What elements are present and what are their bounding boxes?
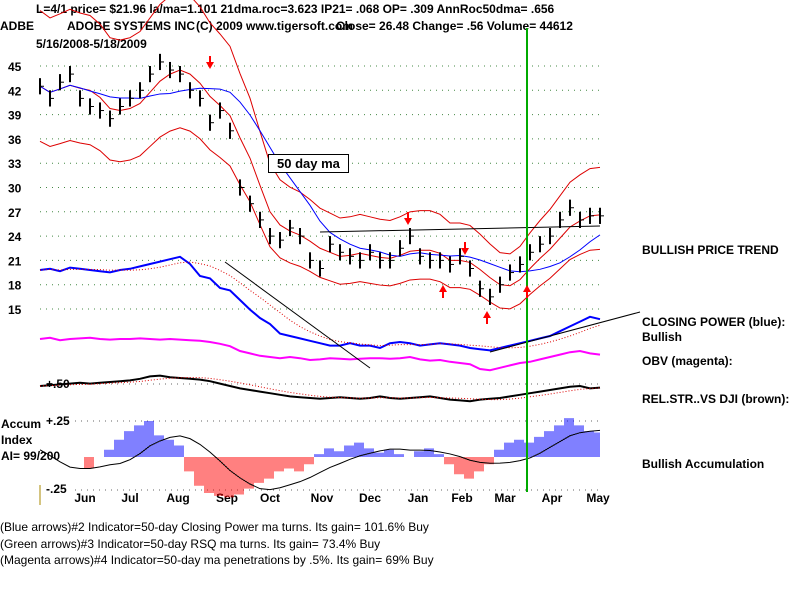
accum-title: Accum [1,417,42,431]
x-tick-label: Jan [408,491,429,505]
y-tick-label: 15 [8,303,22,317]
date-range: 5/16/2008-5/18/2009 [36,37,147,51]
accum-minus-level: -.25 [46,482,67,496]
footer-line: (Green arrows)#3 Indicator=50-day RSQ ma… [0,537,381,551]
closing-power-label: CLOSING POWER (blue): [642,315,786,329]
y-tick-label: 42 [8,84,22,98]
copyright: (C) 2009 www.tigersoft.com [196,19,353,33]
ai-value: AI= 99/200 [1,449,61,463]
y-tick-label: 30 [8,182,22,196]
buy-arrow-icon [439,285,447,292]
ma-annotation: 50 day ma [268,154,349,173]
accum-ma [39,429,601,491]
closing-power-state: Bullish [642,330,683,344]
sell-arrow-icon [206,62,214,69]
upper-band [39,0,601,255]
footer-line: (Blue arrows)#2 Indicator=50-day Closing… [0,520,429,534]
ma50-line [39,84,601,273]
x-tick-label: May [586,491,610,505]
x-tick-label: Feb [451,491,472,505]
x-tick-label: Apr [542,491,563,505]
rel-strength-ma [39,376,601,401]
rel-strength-line [39,374,601,403]
sell-arrow-icon [461,248,469,255]
x-tick-label: Aug [166,491,189,505]
y-tick-label: 18 [8,279,22,293]
y-tick-label: 33 [8,157,22,171]
indicator-summary: L=4/1 price= $21.96 la/ma=1.101 21dma.ro… [36,2,555,16]
accum-plus-level: +.25 [46,414,70,428]
x-tick-label: Dec [359,491,381,505]
sell-arrow-icon [404,218,412,225]
footer-line: (Magenta arrows)#4 Indicator=50-day ma p… [0,553,434,567]
x-tick-label: Jul [121,491,138,505]
accum-title-2: Index [1,433,33,447]
closing-power-line [39,255,601,352]
y-tick-label: 36 [8,133,22,147]
x-tick-label: Jun [74,491,95,505]
resistance-line [319,225,601,233]
closing-power-ma [39,261,601,349]
y-tick-label: 21 [8,254,22,268]
buy-arrow-icon [523,285,531,292]
trend-line [224,261,371,369]
y-tick-label: 45 [8,60,22,74]
trend-label: BULLISH PRICE TREND [642,243,779,257]
y-tick-label: 39 [8,109,22,123]
close-info: Close= 26.48 Change= .56 Volume= 44612 [336,19,573,33]
buy-arrow-icon [483,311,491,318]
obv-line [39,336,601,372]
x-tick-label: Nov [311,491,334,505]
ma21-line [39,69,601,287]
rs-level: +.50 [46,377,70,391]
trend-line [489,311,641,353]
y-tick-label: 24 [8,230,22,244]
x-tick-label: Oct [260,491,280,505]
accumulation-label: Bullish Accumulation [642,457,765,471]
lower-band [39,127,601,310]
y-tick-label: 27 [8,206,22,220]
x-tick-label: Mar [494,491,516,505]
obv-label: OBV (magenta): [642,354,733,368]
rel-strength-label: REL.STR..VS DJI (brown): [642,392,790,406]
company-name: ADOBE SYSTEMS INC [67,19,196,33]
ticker-symbol: ADBE [0,19,35,33]
